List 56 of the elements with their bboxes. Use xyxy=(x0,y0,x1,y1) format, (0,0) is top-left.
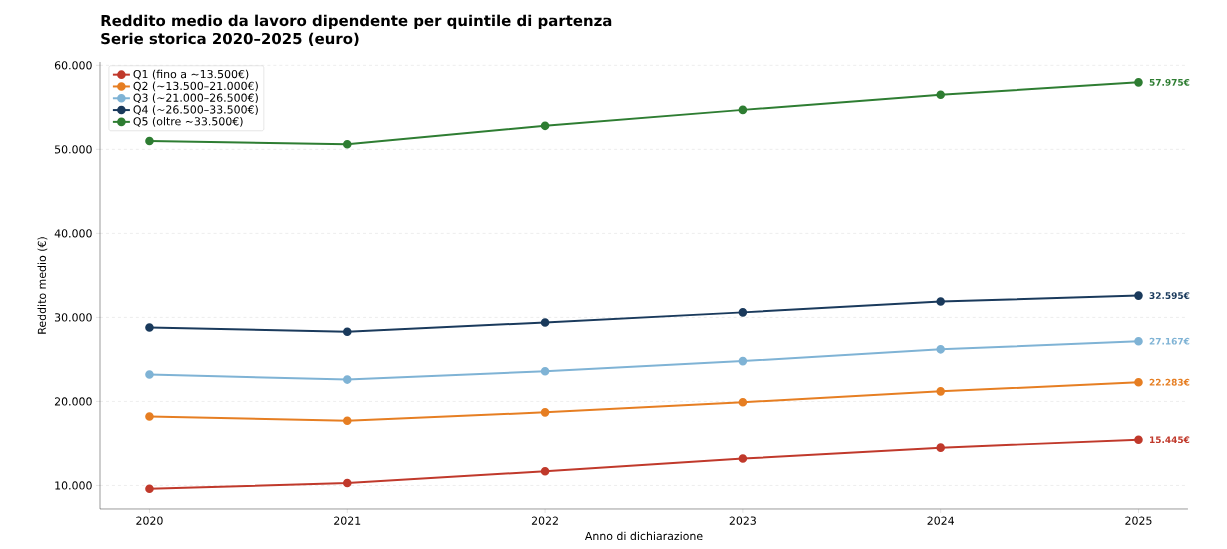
point xyxy=(145,484,154,494)
data-label: 15.445€ xyxy=(1150,436,1190,444)
point xyxy=(342,140,352,149)
point xyxy=(936,345,945,354)
point xyxy=(1134,291,1143,300)
chart-title: Reddito medio da lavoro dipendente per quintile di partenza xyxy=(101,14,612,30)
point xyxy=(936,90,945,100)
data-label: 22.283€ xyxy=(1149,378,1190,386)
y-tick-label: 40.000 xyxy=(54,229,92,238)
point xyxy=(738,105,748,115)
y-tick-label: 30.000 xyxy=(54,313,92,322)
x-tick-label: 2024 xyxy=(927,516,955,525)
point xyxy=(342,375,352,384)
point xyxy=(738,454,748,463)
point xyxy=(738,397,748,407)
legend-label: Q1 (fino a ~13.500€) xyxy=(133,69,249,80)
point xyxy=(342,478,352,488)
x-tick-label: 2025 xyxy=(1125,516,1152,525)
legend-label: Q5 (oltre ~33.500€) xyxy=(133,116,243,127)
point xyxy=(936,443,945,452)
data-label: 32.595€ xyxy=(1149,292,1190,299)
point xyxy=(540,366,550,376)
x-axis-title: Anno di dichiarazione xyxy=(584,531,703,541)
legend-label: Q3 (~21.000–26.500€) xyxy=(133,93,258,104)
y-tick-label: 60.000 xyxy=(54,61,92,70)
y-tick-label: 20.000 xyxy=(54,397,92,406)
point xyxy=(145,370,154,379)
x-tick-label: 2020 xyxy=(136,516,163,525)
point xyxy=(342,416,352,426)
y-axis-title: Reddito medio (€) xyxy=(37,237,48,334)
point xyxy=(738,308,748,317)
point xyxy=(342,327,352,336)
point xyxy=(1134,336,1143,346)
data-label: 57.975€ xyxy=(1149,78,1190,86)
point xyxy=(145,412,154,421)
y-tick-label: 50.000 xyxy=(54,145,92,154)
point xyxy=(540,408,550,417)
point xyxy=(145,136,154,146)
x-tick-label: 2023 xyxy=(729,516,756,525)
point xyxy=(1134,78,1143,87)
y-tick-label: 10.000 xyxy=(55,481,92,490)
chart-subtitle: Serie storica 2020–2025 (euro) xyxy=(101,32,359,46)
data-label: 27.167€ xyxy=(1149,337,1190,345)
point xyxy=(936,387,945,396)
point xyxy=(1134,377,1143,387)
legend-label: Q2 (~13.500–21.000€) xyxy=(133,81,258,92)
point xyxy=(540,121,550,131)
point xyxy=(738,356,748,366)
legend-label: Q4 (~26.500–33.500€) xyxy=(133,105,258,115)
x-tick-label: 2022 xyxy=(531,516,558,525)
x-tick-label: 2021 xyxy=(334,516,361,525)
point xyxy=(145,323,154,332)
point xyxy=(936,297,945,306)
point xyxy=(540,466,550,476)
point xyxy=(1134,435,1143,444)
point xyxy=(540,318,550,327)
